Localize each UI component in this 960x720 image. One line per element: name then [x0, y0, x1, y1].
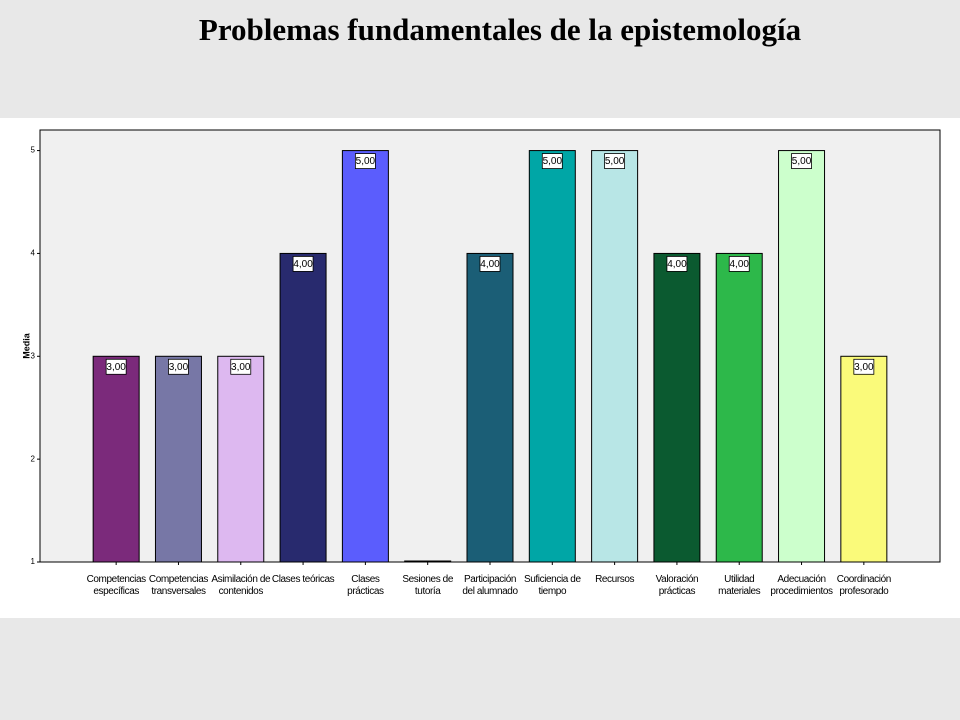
- x-tick-label: Asimilación de contenidos: [211, 574, 271, 597]
- y-tick-label: 3: [31, 351, 36, 360]
- value-label: 4,00: [729, 259, 749, 270]
- x-tick-label: Coordinación profesorado: [837, 574, 891, 597]
- y-tick-label: 2: [31, 454, 36, 463]
- value-label-box: [728, 256, 750, 272]
- bar: [778, 150, 826, 563]
- y-tick-label: 1: [31, 557, 36, 566]
- bar: [653, 252, 701, 563]
- value-label-box: [666, 256, 688, 272]
- x-tick-label: Recursos: [595, 574, 634, 585]
- x-tick-label: Clases prácticas: [347, 574, 384, 597]
- value-label: 4,00: [480, 259, 500, 270]
- bar: [279, 252, 327, 563]
- bar: [840, 355, 888, 563]
- value-label-box: [292, 256, 314, 272]
- y-tick-label: 4: [31, 249, 36, 258]
- value-label-box: [791, 153, 812, 169]
- bar: [591, 150, 639, 563]
- x-tick-label: Adecuación procedimientos: [770, 574, 833, 597]
- value-label-box: [230, 358, 252, 375]
- value-label-box: [105, 358, 127, 375]
- x-tick-label: Sesiones de tutoría: [402, 574, 453, 597]
- value-label-box: [168, 358, 189, 375]
- value-label-box: [541, 153, 563, 169]
- x-tick-label: Suficiencia de tiempo: [524, 574, 581, 597]
- bar: [341, 150, 389, 563]
- bar: [715, 252, 763, 563]
- x-tick-label: Clases teóricas: [272, 574, 335, 585]
- x-tick-label: Competencias específicas: [87, 574, 147, 597]
- value-label: 3,00: [169, 362, 189, 373]
- bar: [466, 252, 514, 563]
- value-label: 5,00: [356, 156, 376, 167]
- value-label: 5,00: [543, 156, 563, 167]
- value-label: 3,00: [106, 362, 126, 373]
- value-label: 4,00: [293, 259, 313, 270]
- bar: [92, 355, 140, 563]
- value-label: 3,00: [231, 362, 251, 373]
- value-label-box: [354, 153, 376, 169]
- x-tick-label: Participación del alumnado: [462, 574, 518, 597]
- bar: [528, 150, 576, 563]
- y-tick-label: 5: [31, 146, 36, 155]
- x-tick-label: Valoración prácticas: [656, 574, 699, 597]
- value-label: 5,00: [792, 156, 812, 167]
- bar: [404, 560, 452, 563]
- value-label-box: [853, 358, 875, 375]
- bar: [217, 355, 265, 563]
- value-label: 3,00: [854, 362, 874, 373]
- chart-title: Problemas fundamentales de la epistemolo…: [198, 12, 802, 47]
- value-label: 5,00: [605, 156, 625, 167]
- bar: [154, 355, 202, 563]
- value-label-box: [479, 256, 501, 272]
- y-axis-label: Media: [21, 332, 31, 359]
- value-label: 4,00: [667, 259, 687, 270]
- x-tick-label: Utilidad materiales: [718, 574, 761, 597]
- x-tick-label: Competencias transversales: [149, 574, 209, 597]
- value-label-box: [604, 153, 626, 169]
